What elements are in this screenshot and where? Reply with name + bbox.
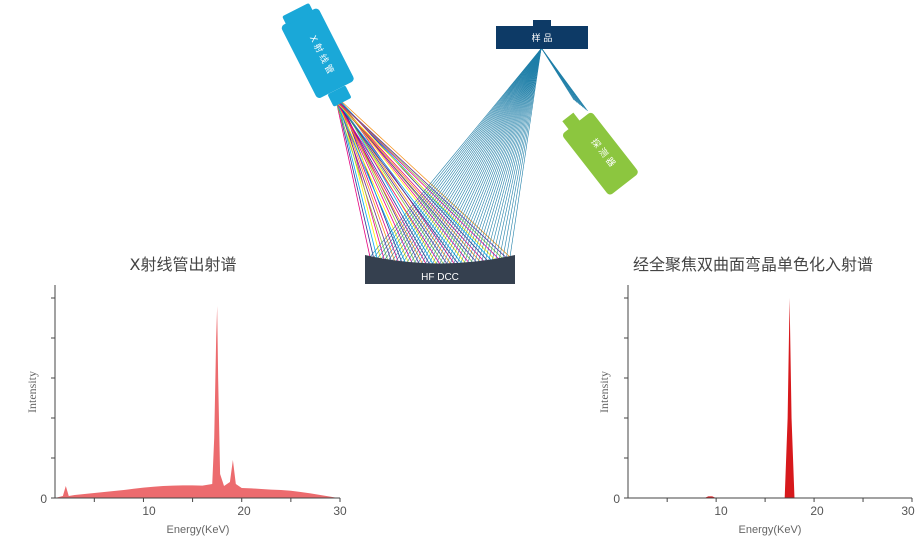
reflected-ray <box>384 48 542 261</box>
sample-label: 样 品 <box>532 32 553 44</box>
reflected-ray <box>430 48 542 267</box>
reflected-ray <box>484 48 542 263</box>
chart-monochromatic-spectrum: 经全聚焦双曲面弯晶单色化入射谱 0 10 20 30 Energy(KeV) I… <box>597 255 915 536</box>
detector-body <box>563 112 638 195</box>
chart-right-x-tick-10: 10 <box>714 504 728 518</box>
reflected-rays <box>369 48 588 268</box>
reflected-ray <box>437 48 542 268</box>
reflected-ray <box>369 48 542 258</box>
reflected-ray <box>394 48 542 263</box>
reflected-ray <box>402 48 542 264</box>
reflected-ray <box>459 48 542 267</box>
chart-right-area <box>628 298 912 498</box>
crystal-label: HF DCC <box>421 272 459 283</box>
chart-left-ticks <box>51 297 341 502</box>
sample-body <box>496 26 588 49</box>
chart-right-x-tick-20: 20 <box>810 504 824 518</box>
reflected-ray <box>445 48 542 268</box>
reflected-ray <box>391 48 542 262</box>
chart-left-y-tick-0: 0 <box>40 492 47 506</box>
reflected-ray <box>423 48 542 267</box>
incident-ray <box>335 99 425 267</box>
reflected-ray <box>455 48 542 267</box>
chart-right-x-tick-30: 30 <box>901 504 915 518</box>
chart-left-x-tick-30: 30 <box>333 504 347 518</box>
chart-right-title: 经全聚焦双曲面弯晶单色化入射谱 <box>633 255 873 274</box>
reflected-ray <box>488 48 542 262</box>
reflected-ray <box>441 48 542 268</box>
chart-left-x-label: Energy(KeV) <box>167 524 230 536</box>
chart-right-ticks <box>624 297 913 502</box>
detector: 探 测 器 <box>562 112 638 195</box>
chart-right-y-tick-0: 0 <box>613 492 620 506</box>
chart-left-title: X射线管出射谱 <box>130 255 237 274</box>
incident-ray <box>335 101 389 262</box>
reflected-ray <box>409 48 542 265</box>
reflected-ray <box>502 48 542 259</box>
reflected-ray <box>509 48 542 258</box>
incident-ray <box>335 99 371 258</box>
reflected-ray <box>416 48 542 266</box>
reflected-ray <box>448 48 542 267</box>
reflected-ray <box>473 48 542 265</box>
chart-right-x-label: Energy(KeV) <box>739 524 802 536</box>
xray-tube-body <box>281 8 354 98</box>
chart-xray-tube-spectrum: X射线管出射谱 0 10 20 30 Energy(KeV) Intensity <box>25 255 347 536</box>
reflected-ray <box>405 48 542 265</box>
reflected-ray <box>412 48 542 266</box>
reflected-ray <box>463 48 542 266</box>
crystal-body <box>365 255 515 284</box>
chart-left-area <box>55 306 339 498</box>
reflected-ray <box>470 48 542 265</box>
reflected-ray <box>434 48 542 268</box>
incident-ray <box>335 101 443 268</box>
hf-dcc-crystal: HF DCC <box>365 255 515 284</box>
reflected-ray <box>373 48 542 258</box>
reflected-ray <box>506 48 542 258</box>
reflected-ray <box>498 48 542 260</box>
chart-left-x-tick-20: 20 <box>237 504 251 518</box>
reflected-ray <box>452 48 542 267</box>
incident-ray <box>336 100 482 264</box>
incident-ray <box>336 100 428 267</box>
reflected-ray <box>495 48 542 261</box>
reflected-ray <box>491 48 542 261</box>
fluorescence-ray <box>541 48 588 111</box>
detector-neck <box>562 112 581 131</box>
reflected-ray <box>380 48 542 260</box>
chart-left-x-tick-10: 10 <box>142 504 156 518</box>
reflected-ray <box>398 48 542 264</box>
xray-tube: X 射 线 管 <box>281 3 354 107</box>
sample: 样 品 <box>496 20 588 49</box>
reflected-ray <box>466 48 542 266</box>
incident-ray <box>336 99 392 262</box>
reflected-ray <box>419 48 542 267</box>
reflected-ray <box>387 48 542 262</box>
incident-ray <box>336 99 446 268</box>
reflected-ray <box>480 48 542 264</box>
incident-ray <box>335 99 478 264</box>
xray-tube-nozzle <box>328 85 351 107</box>
reflected-ray <box>376 48 542 259</box>
chart-right-y-label: Intensity <box>597 371 611 413</box>
xray-tube-cap <box>282 3 313 25</box>
incident-ray <box>337 100 504 259</box>
reflected-ray <box>477 48 542 264</box>
chart-left-y-label: Intensity <box>25 371 39 413</box>
sample-tab <box>533 20 551 28</box>
reflected-ray <box>427 48 542 267</box>
incident-ray <box>336 100 374 258</box>
